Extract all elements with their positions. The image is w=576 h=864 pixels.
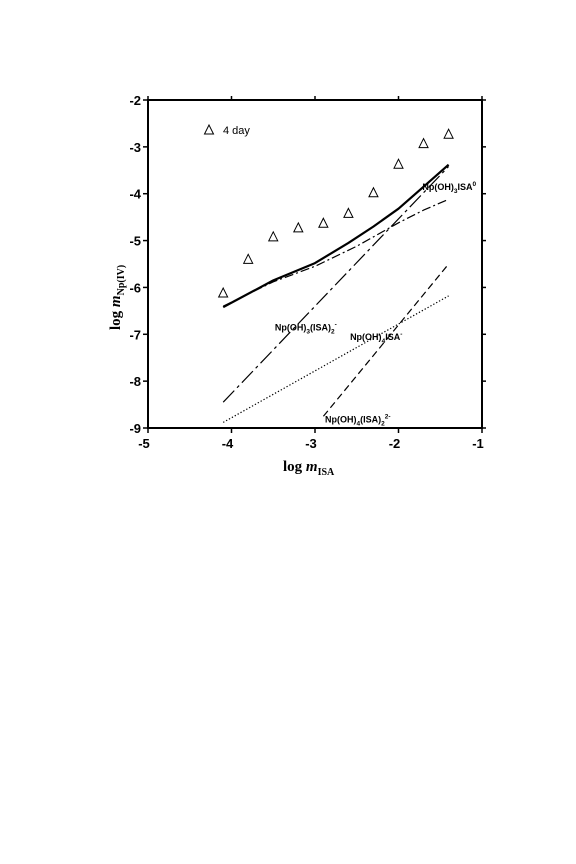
species-label-text: Np(OH) <box>350 332 382 342</box>
y-tick-label: -5 <box>129 234 141 249</box>
data-point-triangle <box>343 207 354 218</box>
legend-marker-triangle <box>203 123 215 135</box>
data-point-triangle <box>318 217 329 228</box>
data-point-triangle <box>368 186 379 198</box>
data-point-triangle <box>393 158 404 169</box>
x-tick-label: -1 <box>472 436 484 451</box>
species-label-sup: 2- <box>385 413 391 420</box>
species-label-sup: - <box>400 331 402 338</box>
species-label-sub: 2 <box>331 329 335 336</box>
x-tick-label: -3 <box>305 436 317 451</box>
y-tick-label: -8 <box>129 374 141 389</box>
series-line-dotted <box>222 295 449 423</box>
species-label-text: Np(OH) <box>422 182 454 192</box>
x-axis-label-sub: ISA <box>318 467 335 478</box>
species-label-text: Np(OH) <box>275 323 307 333</box>
species-label: Np(OH)4ISA- <box>350 331 402 345</box>
species-label-sub: 4 <box>357 420 361 427</box>
species-label-text: (ISA) <box>310 323 331 333</box>
y-axis-label-var: m <box>108 295 124 307</box>
species-label-sub: 3 <box>454 188 458 195</box>
y-tick-label: -6 <box>129 280 141 295</box>
data-point-triangle <box>217 286 229 298</box>
y-tick-label: -9 <box>129 421 141 436</box>
y-tick-label: -2 <box>129 93 141 108</box>
x-axis-label: log mISA <box>283 459 335 478</box>
species-label-text: (ISA) <box>360 414 381 424</box>
species-label-sub: 4 <box>382 338 386 345</box>
data-point-triangle <box>267 230 279 242</box>
x-tick-label: -4 <box>222 436 234 451</box>
y-axis-label: log mNp(IV) <box>108 265 127 330</box>
y-tick-label: -7 <box>129 327 141 342</box>
species-label-sub: 2 <box>381 420 385 427</box>
x-tick-label: -2 <box>389 436 401 451</box>
x-axis-label-main: log <box>283 459 306 475</box>
series-line-solid <box>222 163 450 309</box>
data-point-triangle <box>443 128 454 139</box>
species-label-text: Np(OH) <box>325 414 357 424</box>
y-tick-label: -4 <box>129 187 141 202</box>
y-axis-label-main: log <box>108 307 124 330</box>
legend-label: 4 day <box>223 125 250 137</box>
series-line-longdash <box>222 166 450 403</box>
data-point-triangle <box>242 253 254 264</box>
species-label-text: ISA <box>385 332 401 342</box>
species-label-sup: 0 <box>473 181 477 188</box>
series-line-dashdot <box>222 198 449 307</box>
x-tick-label: -5 <box>138 436 150 451</box>
x-axis-label-var: m <box>306 459 318 475</box>
species-label-text: ISA <box>458 182 474 192</box>
data-point-triangle <box>292 221 304 233</box>
data-point-triangle <box>418 137 429 149</box>
species-label-sub: 3 <box>306 329 310 336</box>
species-label: Np(OH)3ISA0 <box>422 181 476 195</box>
y-axis-label-sub: Np(IV) <box>116 265 127 296</box>
species-label: Np(OH)4(ISA)22- <box>325 413 391 427</box>
y-tick-label: -3 <box>129 140 141 155</box>
species-label: Np(OH)3(ISA)2- <box>275 322 337 336</box>
species-label-sup: - <box>335 322 337 329</box>
